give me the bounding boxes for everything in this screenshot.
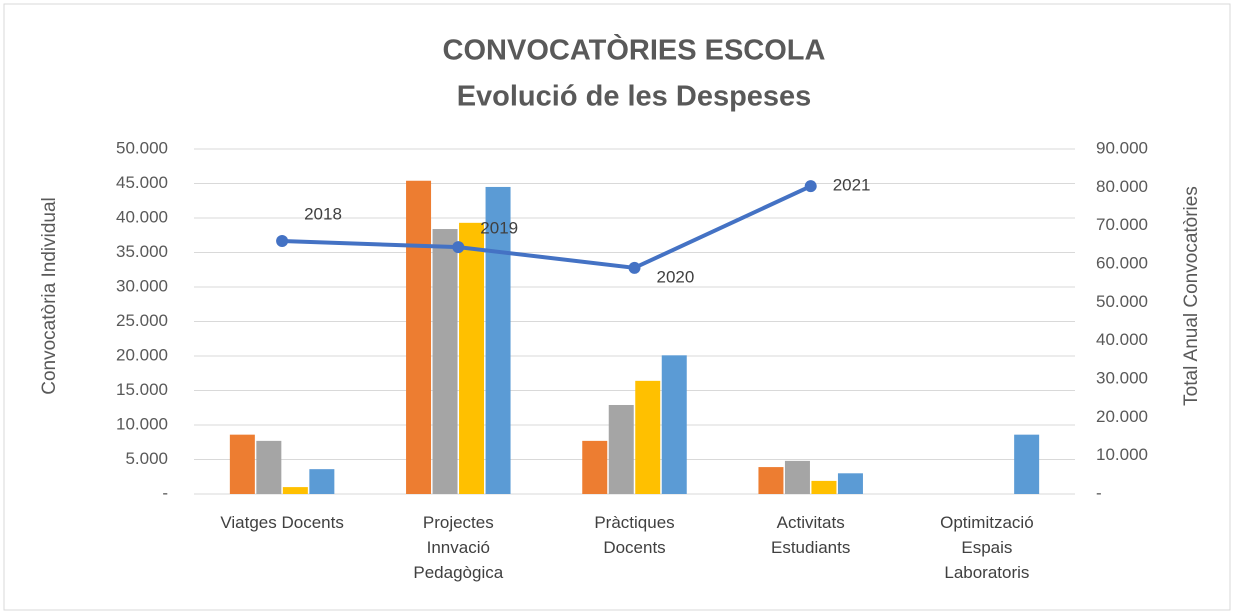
x-tick-label: Pràctiques Docents (594, 513, 675, 557)
y2-tick-label: 30.000 (1096, 368, 1148, 387)
y2-tick-label: - (1096, 483, 1102, 502)
y2-tick-label: 40.000 (1096, 330, 1148, 349)
bar (229, 434, 255, 494)
y-tick-label: 40.000 (116, 207, 168, 226)
y-tick-label: 5.000 (125, 449, 168, 468)
chart-border (3, 3, 1231, 611)
bar (256, 440, 282, 494)
y-tick-label: 10.000 (116, 414, 168, 433)
y2-tick-label: 60.000 (1096, 253, 1148, 272)
y2-tick-label: 20.000 (1096, 407, 1148, 426)
y-tick-label: 50.000 (116, 138, 168, 157)
bar (485, 186, 511, 494)
x-tick-label: Activitats Estudiants (770, 513, 851, 557)
y-tick-label: 25.000 (116, 311, 168, 330)
y2-tick-label: 90.000 (1096, 138, 1148, 157)
bar (309, 469, 335, 494)
bar (582, 440, 608, 494)
line-point (628, 261, 641, 274)
y-tick-label: - (162, 483, 168, 502)
y2-tick-label: 80.000 (1096, 177, 1148, 196)
bar (406, 180, 432, 495)
chart-title: CONVOCATÒRIES ESCOLA (443, 33, 826, 67)
chart-subtitle: Evolució de les Despeses (457, 81, 812, 113)
bar (811, 480, 837, 494)
bar (1014, 434, 1040, 494)
point-label: 2021 (833, 176, 871, 195)
y2-tick-label: 70.000 (1096, 215, 1148, 234)
x-tick-label: Optimització Espais Laboratoris (940, 513, 1034, 582)
bar (459, 222, 485, 494)
bar (661, 355, 687, 494)
bar (758, 467, 784, 494)
y2-tick-label: 10.000 (1096, 445, 1148, 464)
y2-tick-label: 50.000 (1096, 292, 1148, 311)
y-tick-label: 35.000 (116, 242, 168, 261)
y-tick-label: 15.000 (116, 380, 168, 399)
line-point (276, 235, 289, 247)
bar (608, 404, 634, 494)
x-tick-label: Projectes Innvació Pedagògica (413, 513, 504, 582)
y-axis-title: Convocatòria Individual (39, 197, 60, 395)
line-point (804, 180, 817, 193)
line (282, 184, 812, 270)
point-label: 2019 (480, 219, 518, 238)
bar (635, 380, 661, 494)
y2-axis-title: Total Anual Convocatòries (1181, 186, 1202, 406)
x-tick-label: Viatges Docents (220, 513, 344, 532)
point-label: 2020 (657, 267, 695, 286)
bar (784, 460, 810, 494)
bar (282, 487, 308, 494)
y-tick-label: 45.000 (116, 173, 168, 192)
bar (837, 473, 863, 494)
line-point (452, 241, 465, 254)
y-tick-label: 30.000 (116, 276, 168, 295)
y-tick-label: 20.000 (116, 345, 168, 364)
point-label: 2018 (304, 204, 342, 223)
bar (432, 229, 458, 495)
